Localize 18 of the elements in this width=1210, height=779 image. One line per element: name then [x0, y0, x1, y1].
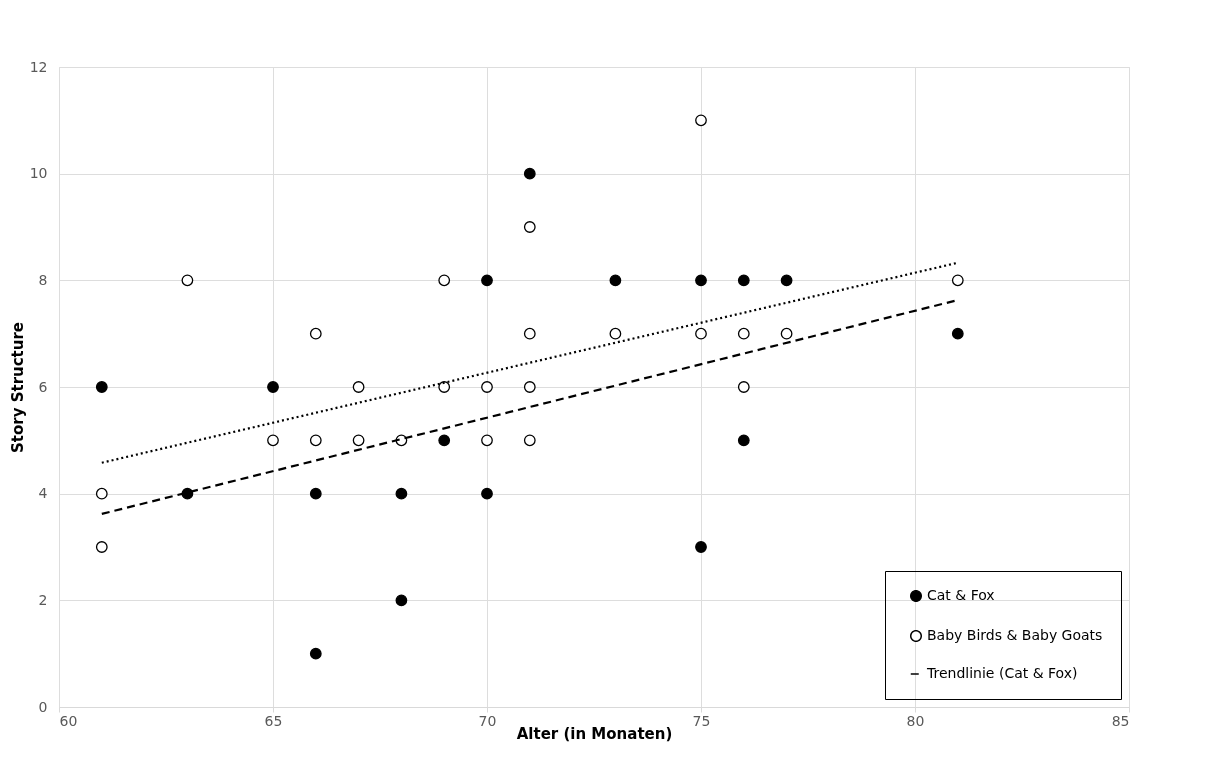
y-tick-label: 8 [38, 271, 48, 288]
legend-label: Baby Birds & Baby Goats [927, 627, 1103, 643]
y-tick-label: 2 [38, 591, 48, 608]
y-tick-label: 10 [29, 165, 48, 182]
y-axis-title: Story Structure [8, 321, 27, 454]
legend-label: Cat & Fox [927, 587, 995, 603]
y-tick-label: 12 [29, 58, 48, 75]
y-tick-label: 0 [38, 698, 48, 715]
y-tick-label: 4 [38, 485, 48, 502]
x-tick-label: 60 [59, 712, 78, 729]
x-tick-label: 80 [906, 712, 925, 729]
x-axis-title: Alter (in Monaten) [516, 724, 673, 743]
legend-label: Trendlinie (Cat & Fox) [926, 665, 1078, 681]
x-tick-label: 85 [1111, 712, 1130, 729]
x-tick-label: 75 [692, 712, 711, 729]
y-tick-label: 6 [38, 378, 48, 395]
x-tick-label: 70 [478, 712, 497, 729]
x-tick-label: 65 [264, 712, 283, 729]
